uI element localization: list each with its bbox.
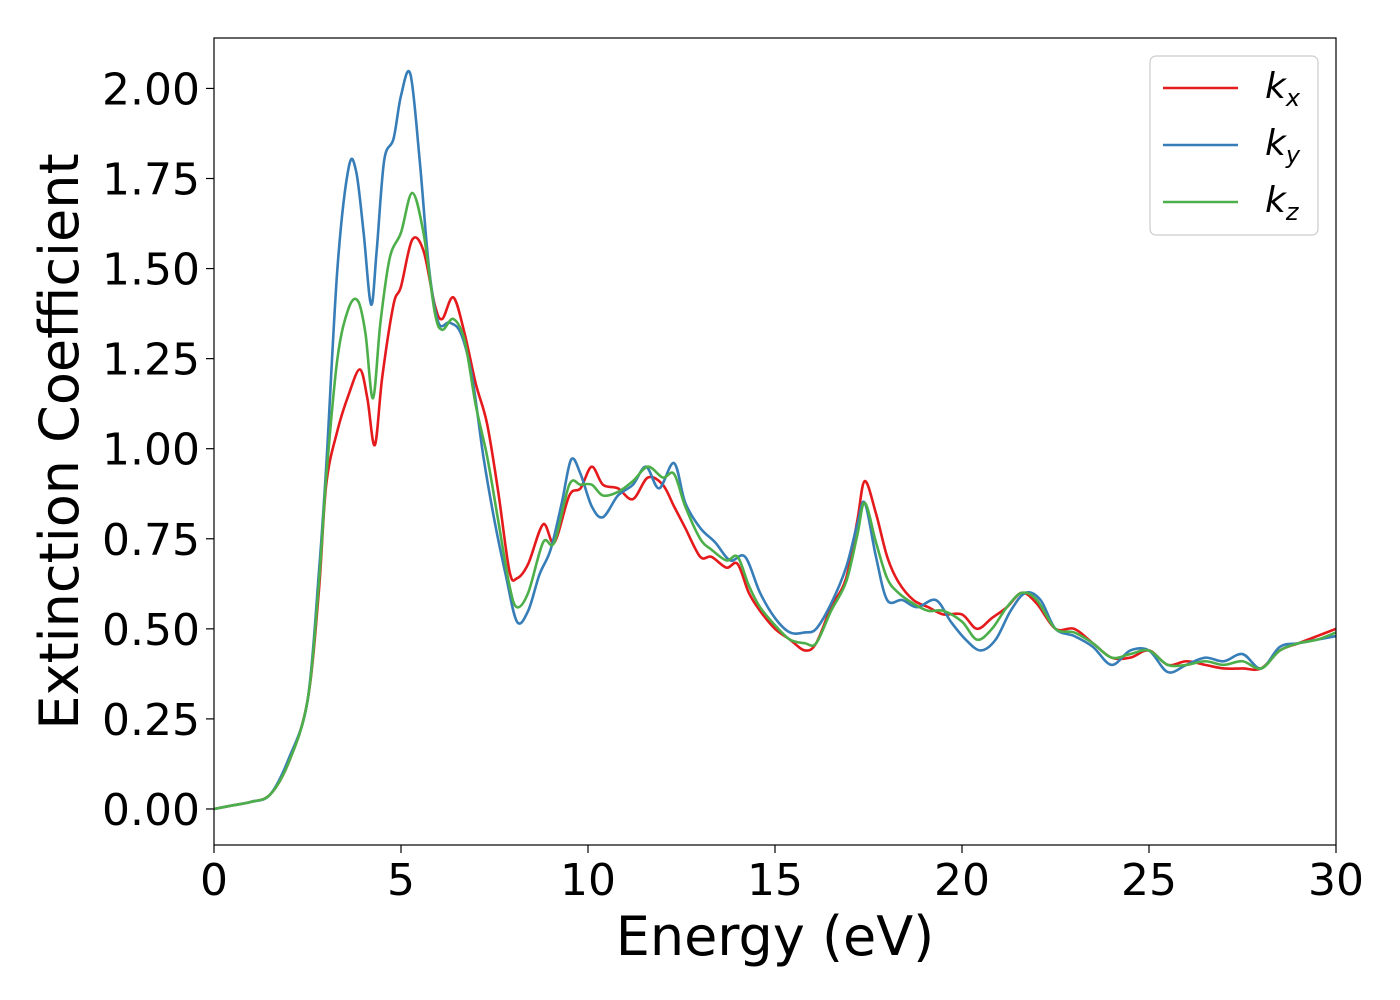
x-axis: 0 5 10 15 20 25 30: [200, 845, 1364, 906]
series-line-kx: [213, 236, 1337, 811]
x-tick-label: 25: [1121, 855, 1177, 906]
series-line-ky: [213, 70, 1337, 811]
y-tick-label: 0.25: [102, 695, 200, 746]
x-tick-label: 20: [934, 855, 990, 906]
y-tick-label: 1.50: [102, 245, 200, 296]
y-axis: 0.00 0.25 0.50 0.75 1.00 1.25 1.50 1.75 2.00: [102, 64, 214, 836]
y-tick-label: 0.75: [102, 515, 200, 566]
y-axis-label: Extinction Coefficient: [28, 153, 91, 729]
x-tick-label: 5: [387, 855, 415, 906]
x-tick-label: 10: [560, 855, 616, 906]
legend-label-kx: kx: [1265, 66, 1301, 112]
y-tick-label: 2.00: [102, 64, 200, 115]
x-axis-label: Energy (eV): [616, 905, 935, 968]
x-tick-label: 30: [1308, 855, 1364, 906]
x-tick-label: 0: [200, 855, 228, 906]
y-tick-label: 1.25: [102, 335, 200, 386]
series-line-kz: [213, 191, 1337, 811]
y-tick-label: 1.00: [102, 425, 200, 476]
y-tick-label: 0.00: [102, 785, 200, 836]
legend-label-kz: kz: [1265, 180, 1300, 226]
y-tick-label: 0.50: [102, 605, 200, 656]
series-layer: [213, 70, 1337, 811]
y-tick-label: 1.75: [102, 155, 200, 206]
legend-label-ky: ky: [1265, 123, 1301, 169]
legend: kx ky kz: [1149, 55, 1319, 236]
x-tick-label: 15: [747, 855, 803, 906]
